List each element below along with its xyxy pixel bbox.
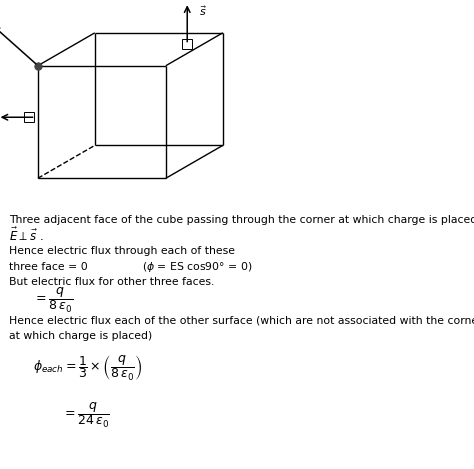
Text: $\vec{s}$: $\vec{s}$ [199,5,208,18]
Text: three face = 0: three face = 0 [9,262,88,272]
Text: ($\phi$ = ES cos90° = 0): ($\phi$ = ES cos90° = 0) [142,260,253,274]
Text: Hence electric flux through each of these: Hence electric flux through each of thes… [9,246,236,257]
Text: $= \dfrac{q}{24\,\epsilon_0}$: $= \dfrac{q}{24\,\epsilon_0}$ [62,401,109,430]
Text: $\vec{E} \perp \vec{s}$ .: $\vec{E} \perp \vec{s}$ . [9,227,44,244]
Text: But electric flux for other three faces.: But electric flux for other three faces. [9,277,215,287]
Text: Hence electric flux each of the other surface (which are not associated with the: Hence electric flux each of the other su… [9,316,474,326]
Text: at which charge is placed): at which charge is placed) [9,331,153,341]
Text: Three adjacent face of the cube passing through the corner at which charge is pl: Three adjacent face of the cube passing … [9,215,474,226]
Text: $= \dfrac{q}{8\,\epsilon_0}$: $= \dfrac{q}{8\,\epsilon_0}$ [33,286,73,315]
Text: $\phi_{each} = \dfrac{1}{3} \times \left(\dfrac{q}{8\,\epsilon_0}\right)$: $\phi_{each} = \dfrac{1}{3} \times \left… [33,354,143,383]
